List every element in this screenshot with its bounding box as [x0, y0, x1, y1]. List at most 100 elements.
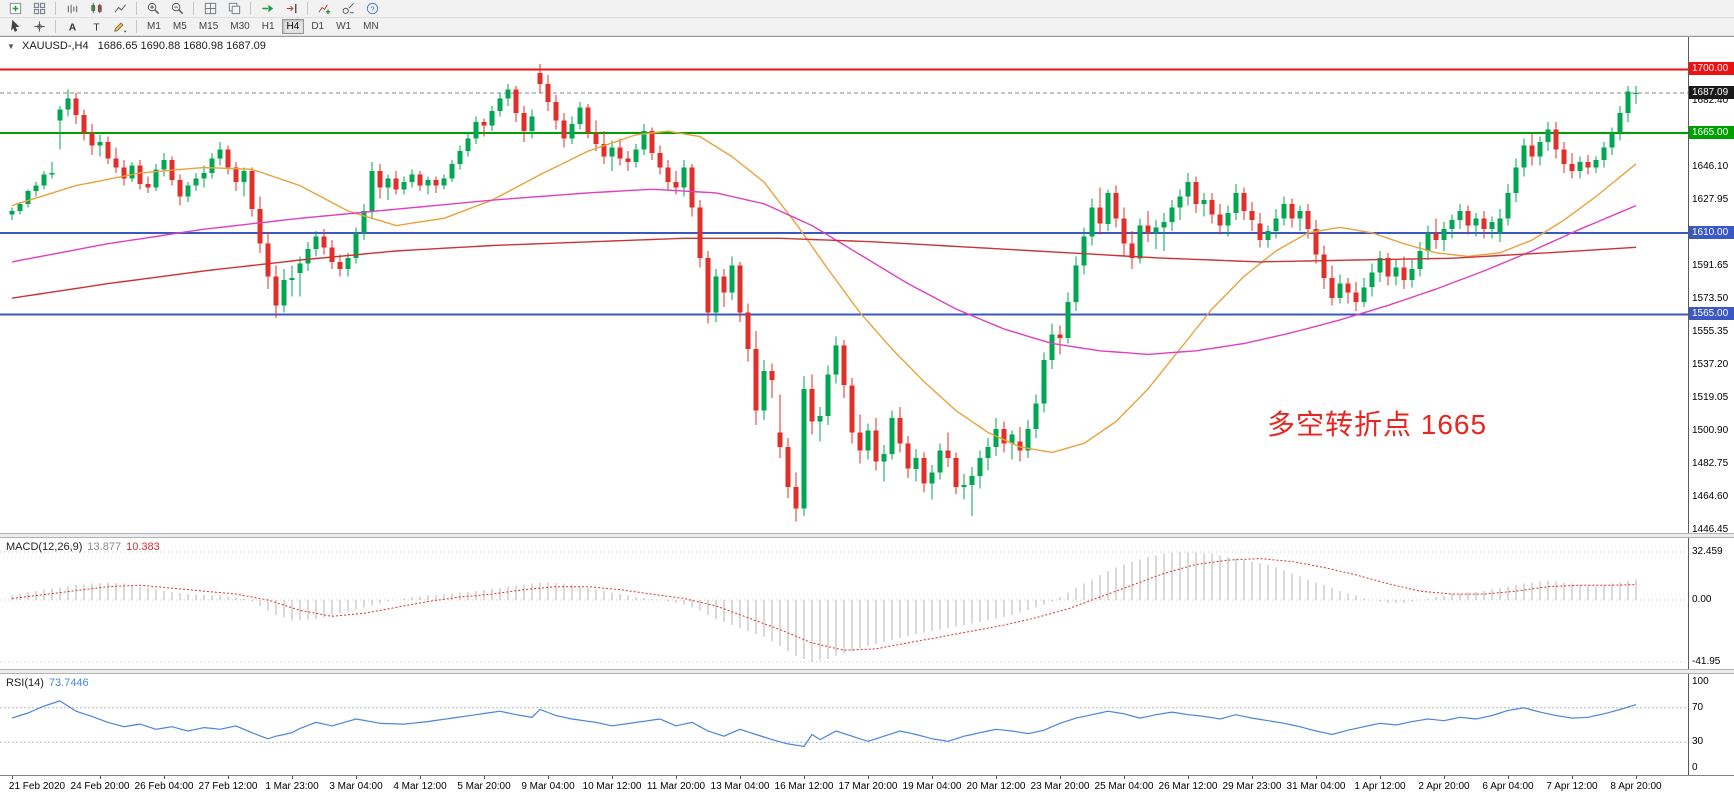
toolbar-separator: [250, 2, 251, 15]
scale-label: 1446.45: [1692, 524, 1729, 535]
chart-text-annotation[interactable]: 多空转折点 1665: [1267, 409, 1488, 440]
price-badge-1565.00: 1565.00: [1689, 307, 1734, 320]
timeframe-m30-button[interactable]: M30: [225, 19, 254, 34]
price-badge-1610.00: 1610.00: [1689, 226, 1734, 239]
macd-title: MACD(12,26,9): [6, 541, 83, 553]
time-axis-label: 29 Mar 23:00: [1222, 781, 1282, 792]
scale-label: 1537.20: [1692, 359, 1729, 370]
crosshair-button[interactable]: [28, 19, 50, 35]
time-axis-tick: [12, 776, 13, 779]
objects-list-button[interactable]: [337, 1, 359, 17]
bar-chart-icon: [67, 4, 77, 14]
time-axis-tick: [676, 776, 677, 779]
time-axis-tick: [740, 776, 741, 779]
timeframe-mn-button[interactable]: MN: [358, 19, 384, 34]
scale-label: 1573.50: [1692, 293, 1729, 304]
scale-label: 1500.90: [1692, 425, 1729, 436]
time-axis-label: 26 Feb 04:00: [134, 781, 194, 792]
scale-label: 1482.75: [1692, 458, 1729, 469]
pane-separator[interactable]: [0, 533, 1734, 538]
time-axis-label: 4 Mar 12:00: [393, 781, 447, 792]
candlestick-chart-button[interactable]: [85, 1, 107, 17]
one-click-trading-arrow-icon[interactable]: ▼: [7, 42, 15, 51]
text-label-icon: A: [68, 22, 76, 33]
text-tool-button[interactable]: T: [85, 19, 107, 35]
time-axis-label: 19 Mar 04:00: [902, 781, 962, 792]
toolbar-separator: [55, 2, 56, 15]
tools-timeframe-toolbar: A T M1 M5 M15 M30 H1 H4 D1 W1 MN: [0, 18, 1734, 36]
scale-label: 100: [1692, 676, 1709, 687]
svg-text:?: ?: [370, 4, 374, 13]
cursor-icon: [10, 19, 19, 32]
scale-label: 0.00: [1692, 594, 1712, 605]
scale-label: 1591.65: [1692, 260, 1729, 271]
time-axis-tick: [484, 776, 485, 779]
time-axis-label: 9 Mar 04:00: [521, 781, 575, 792]
time-axis-label: 21 Feb 2020: [8, 781, 66, 792]
main-price-chart[interactable]: [0, 37, 1688, 533]
timeframe-m15-button[interactable]: M15: [194, 19, 223, 34]
time-axis-tick: [1636, 776, 1637, 779]
zoom-out-button[interactable]: [166, 1, 188, 17]
toolbar-separator: [136, 20, 137, 33]
cursor-button[interactable]: [4, 19, 26, 35]
time-axis-label: 3 Mar 04:00: [329, 781, 383, 792]
indicators-add-icon: [317, 4, 330, 14]
cascade-windows-button[interactable]: [223, 1, 245, 17]
line-chart-button[interactable]: [109, 1, 131, 17]
text-label-button[interactable]: A: [61, 19, 83, 35]
pane-separator[interactable]: [0, 669, 1734, 674]
rsi-value: 73.7446: [48, 677, 89, 689]
bar-chart-button[interactable]: [61, 1, 83, 17]
scale-label: 1519.05: [1692, 392, 1729, 403]
auto-scroll-button[interactable]: [256, 1, 278, 17]
timeframe-button-group: M1 M5 M15 M30 H1 H4 D1 W1 MN: [141, 19, 385, 34]
tile-windows-button[interactable]: [199, 1, 221, 17]
charts-grid-icon: [33, 2, 45, 15]
indicators-add-button[interactable]: [313, 1, 335, 17]
time-axis-label: 24 Feb 20:00: [70, 781, 130, 792]
time-axis-label: 17 Mar 20:00: [838, 781, 898, 792]
price-badge-1665.00: 1665.00: [1689, 126, 1734, 139]
price-badge-1700.00: 1700.00: [1689, 62, 1734, 75]
scale-label: 32.459: [1692, 546, 1723, 557]
draw-tools-button[interactable]: [109, 19, 131, 35]
rsi-indicator-pane[interactable]: [0, 674, 1688, 776]
candlestick-chart-icon: [90, 2, 102, 14]
time-axis-label: 1 Apr 12:00: [1354, 781, 1406, 792]
scale-label: -41.95: [1692, 656, 1721, 667]
rsi-title: RSI(14): [6, 677, 44, 689]
standard-toolbar: ?: [0, 0, 1734, 18]
price-scale[interactable]: 1682.40 1646.10 1627.95 1591.65 1573.50 1555.…: [1688, 37, 1734, 776]
draw-tools-icon: [113, 22, 127, 33]
new-order-button[interactable]: [4, 1, 26, 17]
time-axis-tick: [1060, 776, 1061, 779]
scale-label: 1464.60: [1692, 491, 1729, 502]
objects-list-icon: [342, 3, 354, 14]
charts-grid-button[interactable]: [28, 1, 50, 17]
text-tool-icon: T: [93, 22, 100, 33]
toolbar-separator: [193, 2, 194, 15]
timeframe-w1-button[interactable]: W1: [331, 19, 356, 34]
time-axis-label: 26 Mar 12:00: [1158, 781, 1218, 792]
time-axis[interactable]: 21 Feb 2020 24 Feb 20:00 26 Feb 04:00 27 Fe…: [0, 775, 1734, 797]
timeframe-h1-button[interactable]: H1: [257, 19, 280, 34]
tile-windows-icon: [204, 2, 216, 15]
price-badge-1687.09: 1687.09: [1689, 86, 1734, 99]
timeframe-h4-button[interactable]: H4: [281, 19, 305, 34]
time-axis-tick: [868, 776, 869, 779]
timeframe-m5-button[interactable]: M5: [168, 19, 192, 34]
chart-shift-icon: [286, 3, 296, 14]
timeframe-d1-button[interactable]: D1: [306, 19, 329, 34]
macd-indicator-pane[interactable]: [0, 538, 1688, 669]
time-axis-tick: [1380, 776, 1381, 779]
time-axis-label: 7 Apr 12:00: [1546, 781, 1598, 792]
time-axis-label: 2 Apr 20:00: [1418, 781, 1470, 792]
line-chart-icon: [114, 4, 126, 13]
zoom-in-button[interactable]: [142, 1, 164, 17]
help-button[interactable]: ?: [361, 1, 383, 17]
timeframe-m1-button[interactable]: M1: [142, 19, 166, 34]
macd-indicator-header: MACD(12,26,9) 13.877 10.383: [6, 541, 160, 553]
chart-shift-button[interactable]: [280, 1, 302, 17]
